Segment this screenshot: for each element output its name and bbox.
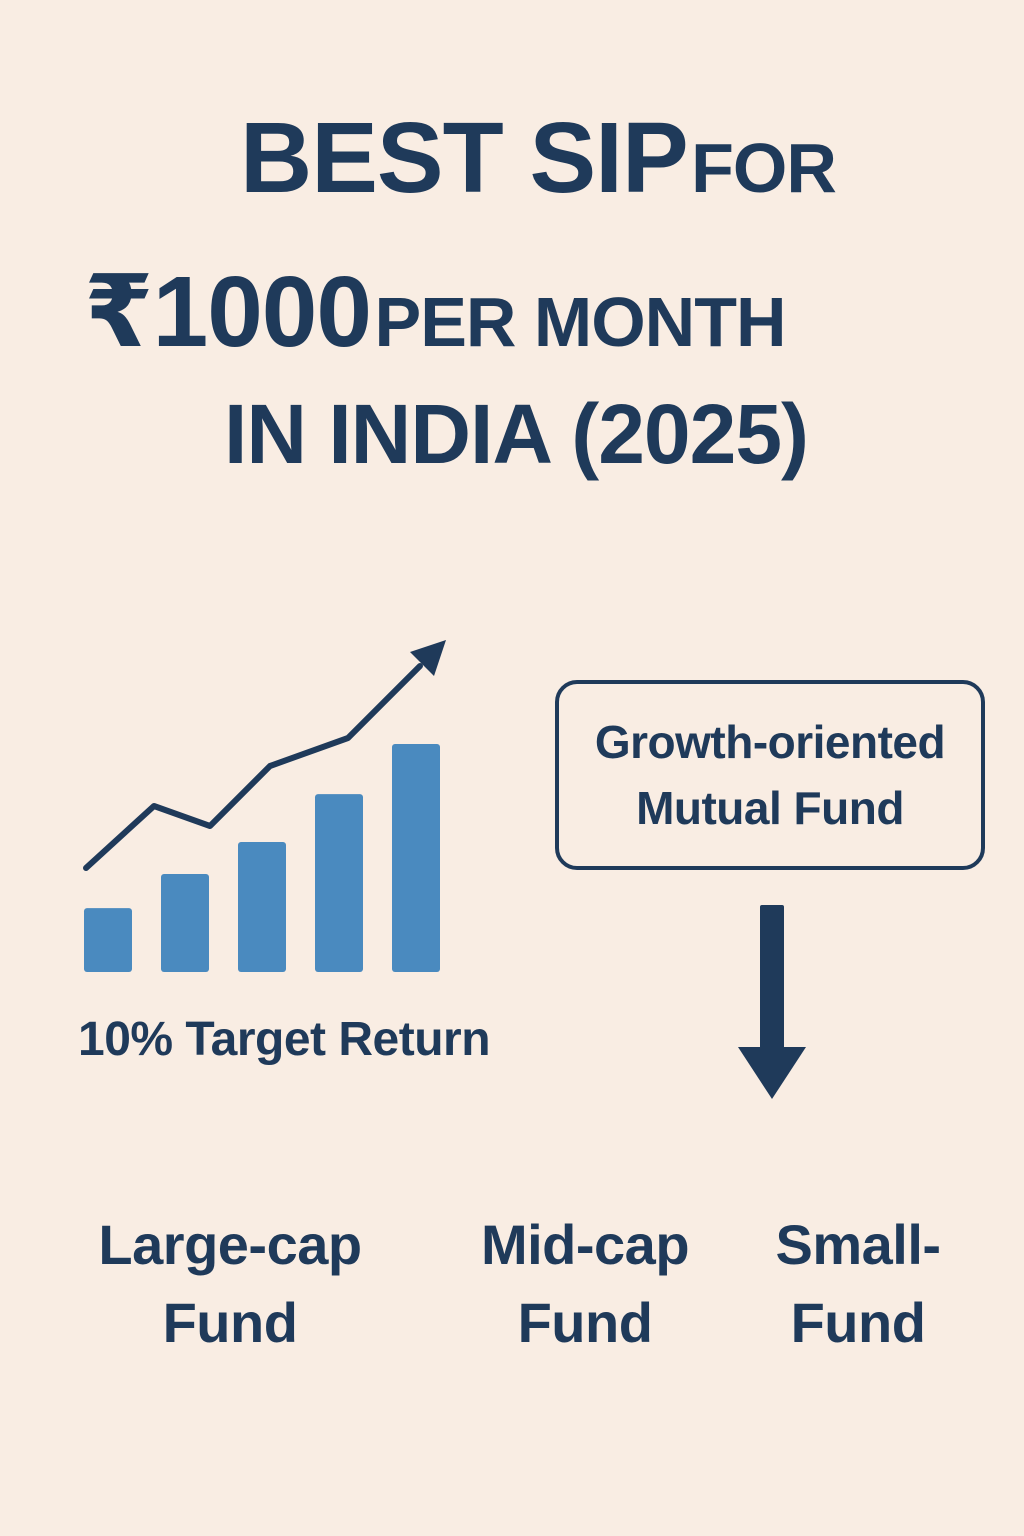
growth-bar bbox=[84, 908, 132, 972]
target-return-label: 10% Target Return bbox=[78, 1013, 491, 1066]
fund-option-mid-cap: Mid-cap Fund bbox=[460, 1206, 710, 1362]
fund-option-line-1: Large-cap bbox=[98, 1213, 362, 1276]
fund-option-line-2: Fund bbox=[162, 1291, 298, 1354]
down-arrow-icon bbox=[738, 905, 806, 1099]
fund-type-line-1: Growth-oriented bbox=[594, 716, 946, 768]
title-for: FOR bbox=[691, 129, 837, 207]
fund-option-small-cap: Small- Fund bbox=[748, 1206, 968, 1362]
growth-bar bbox=[315, 794, 363, 972]
growth-bar bbox=[161, 873, 209, 972]
title-line-1: BEST SIP FOR bbox=[240, 108, 837, 208]
title-amount: ₹1000 bbox=[84, 256, 372, 368]
fund-option-line-2: Fund bbox=[790, 1291, 926, 1354]
growth-bars bbox=[84, 744, 440, 972]
fund-option-line-2: Fund bbox=[517, 1291, 653, 1354]
fund-option-line-1: Small- bbox=[775, 1213, 941, 1276]
fund-option-large-cap: Large-cap Fund bbox=[80, 1206, 380, 1362]
title-best-sip: BEST SIP bbox=[240, 102, 689, 214]
fund-type-box: Growth-oriented Mutual Fund bbox=[555, 680, 985, 870]
fund-type-line-2: Mutual Fund bbox=[636, 782, 904, 834]
title-per-month: PER MONTH bbox=[374, 283, 787, 361]
fund-option-line-1: Mid-cap bbox=[480, 1213, 690, 1276]
trend-line bbox=[83, 663, 423, 871]
growth-bar bbox=[392, 744, 440, 972]
growth-chart-icon bbox=[83, 640, 446, 972]
title-line-2: ₹1000 PER MONTH bbox=[84, 262, 787, 362]
title-line-3: IN INDIA (2025) bbox=[224, 392, 809, 476]
title-in-india: IN INDIA (2025) bbox=[224, 387, 809, 481]
growth-bar bbox=[238, 842, 286, 972]
trend-arrowhead-icon bbox=[410, 640, 446, 676]
